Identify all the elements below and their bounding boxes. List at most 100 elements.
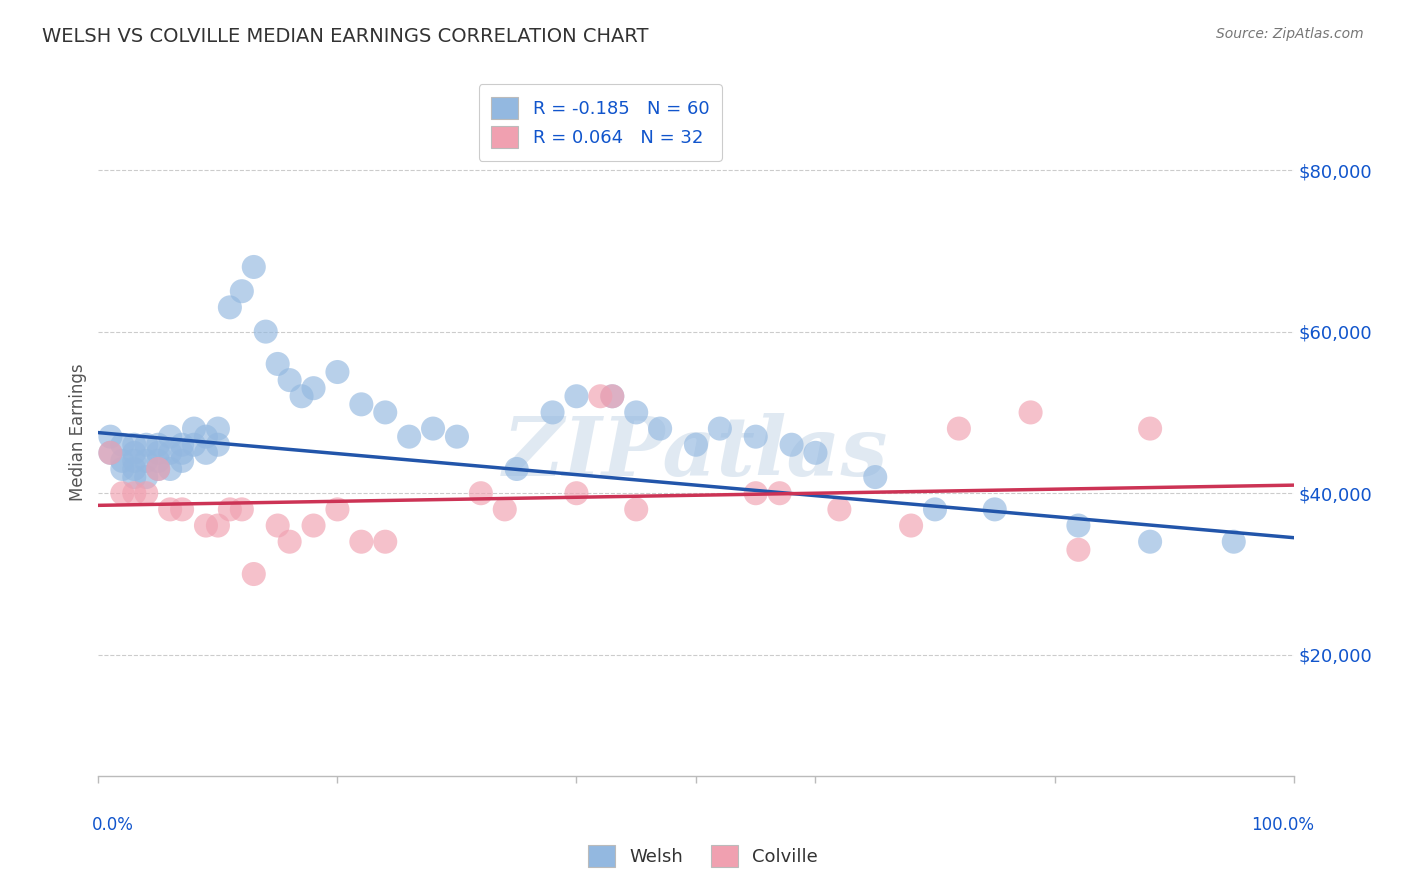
Point [350,397,373,411]
Point [159,462,181,476]
Point [1067,518,1090,533]
Point [626,502,648,516]
Point [302,381,325,395]
Point [111,438,134,452]
Text: ZIPatlas: ZIPatlas [503,413,889,493]
Point [948,421,970,435]
Point [254,325,277,339]
Point [278,373,301,387]
Point [326,502,349,516]
Point [124,470,146,484]
Point [195,430,218,444]
Legend: R = -0.185   N = 60, R = 0.064   N = 32: R = -0.185 N = 60, R = 0.064 N = 32 [478,85,723,161]
Point [148,446,170,460]
Legend: Welsh, Colville: Welsh, Colville [581,838,825,874]
Point [98,446,122,460]
Point [780,438,803,452]
Point [924,502,946,516]
Point [745,486,768,500]
Point [745,430,768,444]
Point [398,430,420,444]
Point [446,430,468,444]
Point [1139,421,1161,435]
Point [124,486,146,500]
Point [1139,534,1161,549]
Point [124,446,146,460]
Point [98,446,122,460]
Point [148,438,170,452]
Point [602,389,624,403]
Text: 0.0%: 0.0% [91,816,134,834]
Point [98,430,122,444]
Point [626,405,648,419]
Point [984,502,1007,516]
Point [124,438,146,452]
Point [148,454,170,468]
Point [278,534,301,549]
Point [900,518,922,533]
Point [159,502,181,516]
Point [291,389,314,403]
Point [159,446,181,460]
Point [709,421,731,435]
Point [267,518,290,533]
Point [207,518,229,533]
Point [350,534,373,549]
Point [183,421,205,435]
Text: 100.0%: 100.0% [1251,816,1315,834]
Point [111,486,134,500]
Point [422,421,444,435]
Point [135,438,157,452]
Point [326,365,349,379]
Point [111,462,134,476]
Point [865,470,887,484]
Point [195,518,218,533]
Point [148,462,170,476]
Text: WELSH VS COLVILLE MEDIAN EARNINGS CORRELATION CHART: WELSH VS COLVILLE MEDIAN EARNINGS CORREL… [42,27,648,45]
Point [589,389,612,403]
Point [172,454,194,468]
Point [541,405,564,419]
Point [243,567,266,582]
Point [506,462,529,476]
Point [124,462,146,476]
Point [219,301,242,315]
Point [302,518,325,533]
Point [768,486,790,500]
Point [172,438,194,452]
Point [243,260,266,274]
Point [135,454,157,468]
Point [1019,405,1042,419]
Text: Source: ZipAtlas.com: Source: ZipAtlas.com [1216,27,1364,41]
Point [565,389,588,403]
Point [231,284,253,298]
Point [565,486,588,500]
Point [231,502,253,516]
Point [828,502,851,516]
Point [219,502,242,516]
Point [1223,534,1246,549]
Point [648,421,672,435]
Point [183,438,205,452]
Point [135,486,157,500]
Point [135,470,157,484]
Point [159,430,181,444]
Point [374,534,396,549]
Y-axis label: Median Earnings: Median Earnings [69,364,87,501]
Point [374,405,396,419]
Point [148,462,170,476]
Point [804,446,827,460]
Point [267,357,290,371]
Point [470,486,492,500]
Point [124,454,146,468]
Point [685,438,707,452]
Point [207,438,229,452]
Point [172,446,194,460]
Point [172,502,194,516]
Point [195,446,218,460]
Point [1067,542,1090,557]
Point [111,454,134,468]
Point [494,502,516,516]
Point [207,421,229,435]
Point [602,389,624,403]
